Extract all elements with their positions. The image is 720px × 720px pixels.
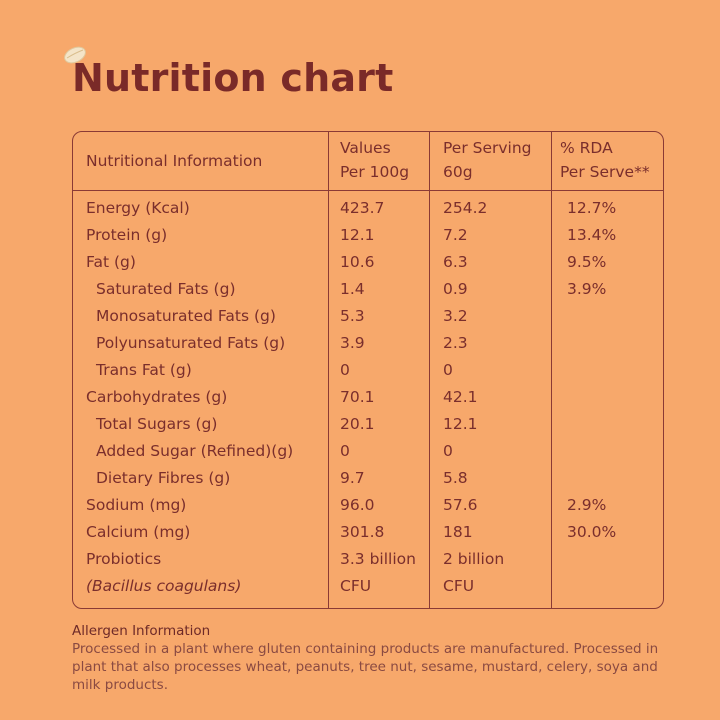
- value-per-100g: CFU: [340, 577, 372, 595]
- table-row: Energy (Kcal) 423.7 254.2 12.7%: [73, 195, 663, 222]
- header-nutritional-information: Nutritional Information: [86, 152, 263, 170]
- value-per-100g: 1.4: [340, 280, 365, 298]
- nutrient-name: Fat (g): [86, 253, 136, 271]
- value-per-100g: 3.9: [340, 334, 365, 352]
- page-title: Nutrition chart: [72, 56, 394, 100]
- value-per-serving: 5.8: [443, 469, 468, 487]
- header-values-line1: Values: [340, 139, 391, 157]
- table-row: Dietary Fibres (g) 9.7 5.8: [73, 465, 663, 492]
- nutrient-name: Protein (g): [86, 226, 168, 244]
- header-rda-line1: % RDA: [560, 139, 613, 157]
- value-per-serving: 6.3: [443, 253, 468, 271]
- value-per-serving: 42.1: [443, 388, 478, 406]
- value-per-100g: 0: [340, 361, 350, 379]
- header-values-line2: Per 100g: [340, 163, 410, 181]
- nutrient-name: Energy (Kcal): [86, 199, 190, 217]
- nutrient-name: Sodium (mg): [86, 496, 187, 514]
- table-row: Protein (g) 12.1 7.2 13.4%: [73, 222, 663, 249]
- allergen-section: Allergen Information Processed in a plan…: [72, 622, 662, 694]
- nutrient-name: Trans Fat (g): [96, 361, 192, 379]
- header-rda-line2: Per Serve**: [560, 163, 650, 181]
- value-per-100g: 20.1: [340, 415, 375, 433]
- nutrient-name: Calcium (mg): [86, 523, 191, 541]
- value-per-serving: 2 billion: [443, 550, 505, 568]
- value-per-serving: 57.6: [443, 496, 478, 514]
- header-serving-line1: Per Serving: [443, 139, 532, 157]
- nutrient-name: Monosaturated Fats (g): [96, 307, 276, 325]
- value-rda: 9.5%: [567, 253, 607, 271]
- value-per-serving: 7.2: [443, 226, 468, 244]
- value-per-serving: CFU: [443, 577, 475, 595]
- table-row: (Bacillus coagulans) CFU CFU: [73, 573, 663, 600]
- table-row: Saturated Fats (g) 1.4 0.9 3.9%: [73, 276, 663, 303]
- nutrient-name: (Bacillus coagulans): [86, 577, 242, 595]
- oat-grain-icon: [64, 46, 86, 64]
- value-per-serving: 3.2: [443, 307, 468, 325]
- value-per-serving: 181: [443, 523, 473, 541]
- allergen-text: Processed in a plant where gluten contai…: [72, 641, 659, 693]
- value-per-serving: 2.3: [443, 334, 468, 352]
- value-per-serving: 12.1: [443, 415, 478, 433]
- table-row: Added Sugar (Refined)(g) 0 0: [73, 438, 663, 465]
- nutrition-table: Nutritional Information Values Per 100g …: [72, 131, 664, 609]
- table-row: Calcium (mg) 301.8 181 30.0%: [73, 519, 663, 546]
- header-serving-line2: 60g: [443, 163, 473, 181]
- value-per-100g: 9.7: [340, 469, 365, 487]
- nutrient-name: Dietary Fibres (g): [96, 469, 231, 487]
- value-per-100g: 423.7: [340, 199, 385, 217]
- value-rda: 3.9%: [567, 280, 607, 298]
- table-row: Fat (g) 10.6 6.3 9.5%: [73, 249, 663, 276]
- table-row: Monosaturated Fats (g) 5.3 3.2: [73, 303, 663, 330]
- value-per-serving: 0.9: [443, 280, 468, 298]
- value-per-100g: 301.8: [340, 523, 385, 541]
- value-per-100g: 96.0: [340, 496, 375, 514]
- value-per-100g: 0: [340, 442, 350, 460]
- value-per-serving: 0: [443, 442, 453, 460]
- nutrient-name: Carbohydrates (g): [86, 388, 228, 406]
- table-row: Carbohydrates (g) 70.1 42.1: [73, 384, 663, 411]
- allergen-title: Allergen Information: [72, 623, 211, 639]
- column-divider: [551, 132, 552, 608]
- value-rda: 12.7%: [567, 199, 617, 217]
- nutrient-name: Added Sugar (Refined)(g): [96, 442, 294, 460]
- value-per-100g: 12.1: [340, 226, 375, 244]
- nutrient-name: Total Sugars (g): [96, 415, 218, 433]
- value-per-100g: 3.3 billion: [340, 550, 416, 568]
- table-row: Probiotics 3.3 billion 2 billion: [73, 546, 663, 573]
- header-divider: [73, 190, 663, 191]
- value-rda: 2.9%: [567, 496, 607, 514]
- value-per-100g: 70.1: [340, 388, 375, 406]
- value-per-100g: 5.3: [340, 307, 365, 325]
- nutrient-name: Probiotics: [86, 550, 162, 568]
- value-rda: 30.0%: [567, 523, 617, 541]
- column-divider: [429, 132, 430, 608]
- table-row: Sodium (mg) 96.0 57.6 2.9%: [73, 492, 663, 519]
- value-per-serving: 254.2: [443, 199, 488, 217]
- table-row: Trans Fat (g) 0 0: [73, 357, 663, 384]
- value-per-serving: 0: [443, 361, 453, 379]
- nutrient-name: Saturated Fats (g): [96, 280, 236, 298]
- column-divider: [328, 132, 329, 608]
- table-row: Polyunsaturated Fats (g) 3.9 2.3: [73, 330, 663, 357]
- table-row: Total Sugars (g) 20.1 12.1: [73, 411, 663, 438]
- value-rda: 13.4%: [567, 226, 617, 244]
- nutrient-name: Polyunsaturated Fats (g): [96, 334, 286, 352]
- value-per-100g: 10.6: [340, 253, 375, 271]
